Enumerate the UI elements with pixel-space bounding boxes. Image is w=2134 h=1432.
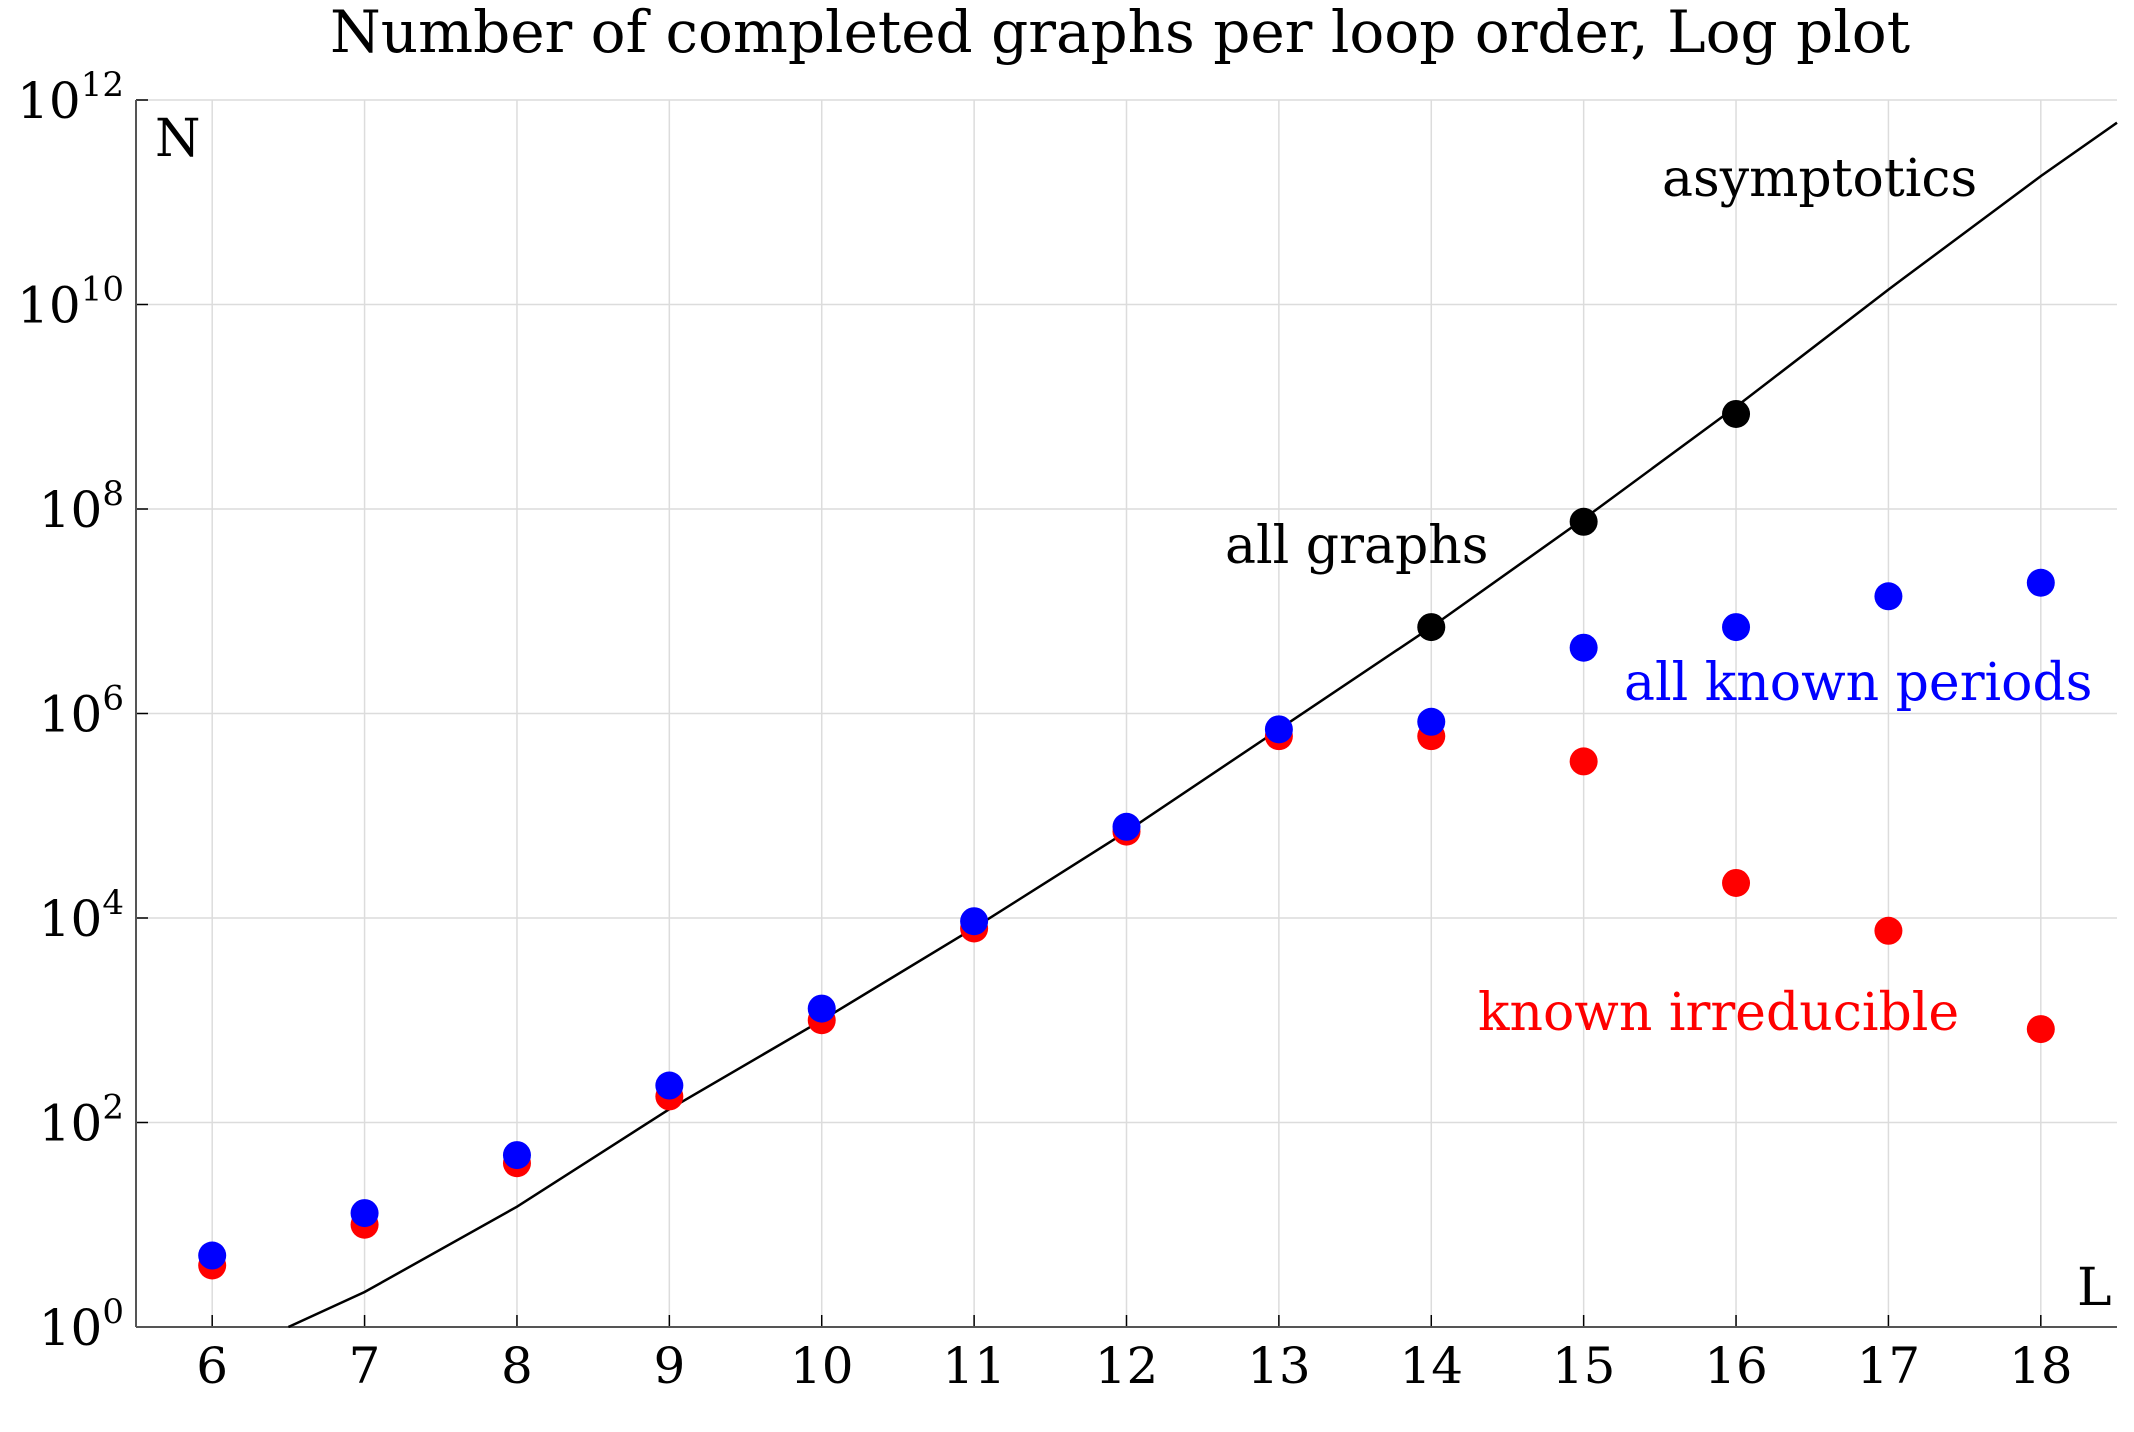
all-known-periods-point xyxy=(350,1199,379,1228)
annotation-known-irreducible: known irreducible xyxy=(1478,983,1959,1043)
asymptotics-line xyxy=(287,121,2118,1329)
x-tick-label: 11 xyxy=(942,1337,1006,1395)
all-known-periods-point xyxy=(807,994,836,1023)
known-irreducible-point xyxy=(1874,916,1903,945)
y-tick-label: 108 xyxy=(39,474,124,539)
all-known-periods-point xyxy=(1264,715,1293,744)
all-known-periods-point xyxy=(655,1071,684,1100)
x-tick-label: 14 xyxy=(1399,1337,1463,1395)
x-axis-label: L xyxy=(2077,1258,2112,1318)
all-known-periods-point xyxy=(960,907,989,936)
chart-title: Number of completed graphs per loop orde… xyxy=(330,0,1910,66)
data-points xyxy=(198,399,2055,1280)
x-tick-label: 8 xyxy=(501,1337,533,1395)
all-graphs-point xyxy=(1722,399,1751,428)
tick-labels: 6 7 8 9 10 11 12 13 14 15 16 17 18 100 102 104 106 108 101… xyxy=(17,65,2073,1395)
x-tick-label: 16 xyxy=(1704,1337,1768,1395)
all-known-periods-point xyxy=(1874,582,1903,611)
axes xyxy=(135,99,2117,1328)
y-tick-label: 102 xyxy=(39,1088,124,1153)
x-tick-label: 13 xyxy=(1247,1337,1311,1395)
x-tick-label: 15 xyxy=(1552,1337,1616,1395)
x-tick-label: 17 xyxy=(1857,1337,1921,1395)
y-tick-label: 106 xyxy=(39,679,124,744)
all-known-periods-point xyxy=(502,1141,531,1170)
known-irreducible-point xyxy=(1569,747,1598,776)
all-known-periods-point xyxy=(198,1241,227,1270)
all-graphs-point xyxy=(1569,507,1598,536)
y-tick-label: 1012 xyxy=(17,65,124,130)
annotation-all-known-periods: all known periods xyxy=(1624,653,2092,713)
x-tick-label: 12 xyxy=(1095,1337,1159,1395)
asymptotic-curve xyxy=(287,121,2118,1329)
all-known-periods-point xyxy=(1417,707,1446,736)
x-tick-label: 7 xyxy=(349,1337,381,1395)
x-tick-label: 9 xyxy=(653,1337,685,1395)
y-tick-label: 104 xyxy=(39,883,124,948)
grid-lines xyxy=(136,99,2117,1328)
annotation-asymptotics: asymptotics xyxy=(1662,149,1977,209)
all-graphs-point xyxy=(1417,613,1446,642)
all-known-periods-point xyxy=(2026,568,2055,597)
x-tick-label: 18 xyxy=(2009,1337,2073,1395)
y-tick-label: 100 xyxy=(39,1292,124,1357)
y-tick-label: 1010 xyxy=(17,270,124,335)
all-known-periods-point xyxy=(1722,613,1751,642)
all-known-periods-point xyxy=(1569,633,1598,662)
x-tick-label: 10 xyxy=(790,1337,854,1395)
all-known-periods-point xyxy=(1112,812,1141,841)
known-irreducible-point xyxy=(2026,1015,2055,1044)
known-irreducible-point xyxy=(1722,868,1751,897)
y-axis-label: N xyxy=(155,109,201,169)
annotation-all-graphs: all graphs xyxy=(1225,516,1488,576)
x-tick-label: 6 xyxy=(196,1337,228,1395)
